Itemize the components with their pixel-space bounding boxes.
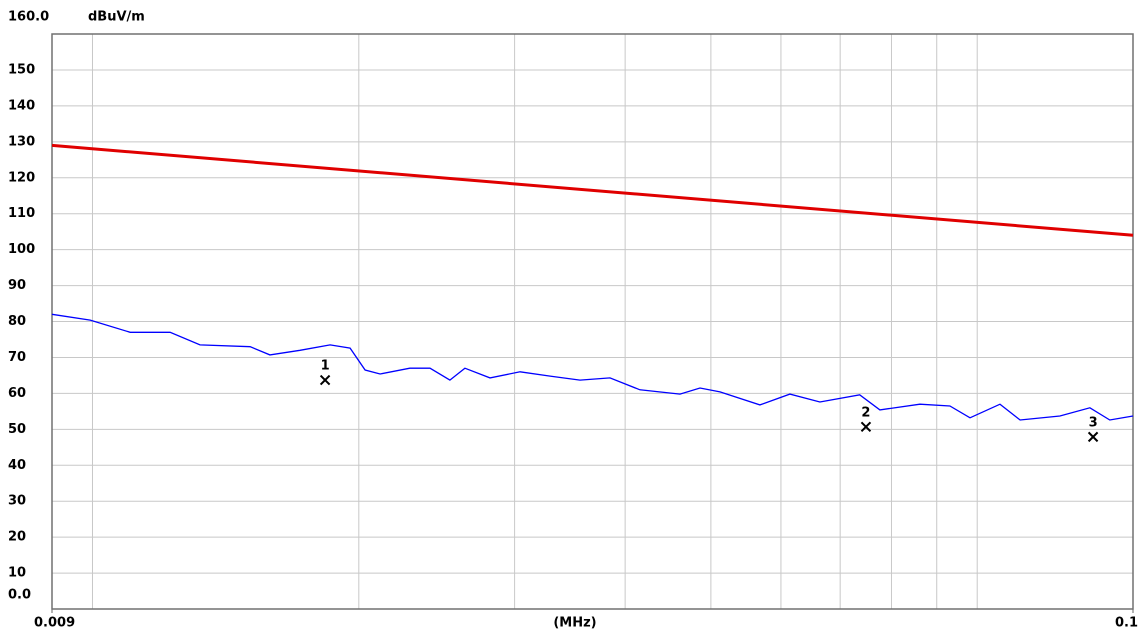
marker-label: 1: [321, 359, 330, 374]
marker: [1087, 431, 1099, 443]
y-tick-label: 10: [8, 566, 26, 581]
y-unit: dBuV/m: [88, 10, 145, 25]
x-axis-label: (MHz): [553, 616, 596, 631]
series-line: [51, 313, 1134, 421]
y-tick-label: 120: [8, 170, 35, 185]
y-tick-label: 50: [8, 422, 26, 437]
x-tick-label: 0.150: [1115, 616, 1139, 631]
y-tick-label: 100: [8, 242, 35, 257]
series-line: [51, 143, 1134, 237]
y-tick-label: 150: [8, 62, 35, 77]
y-tick-label: 160.0: [8, 10, 49, 25]
marker-label: 3: [1089, 415, 1098, 430]
y-tick-label: 70: [8, 350, 26, 365]
y-tick-label: 130: [8, 134, 35, 149]
y-tick-label: 60: [8, 386, 26, 401]
y-tick-label: 110: [8, 206, 35, 221]
marker-label: 2: [861, 405, 870, 420]
y-tick-label: 140: [8, 98, 35, 113]
plot-border: [51, 33, 1134, 610]
y-tick-label: 80: [8, 314, 26, 329]
y-tick-label: 40: [8, 458, 26, 473]
x-tick-label: 0.009: [34, 616, 75, 631]
marker: [860, 421, 872, 433]
marker: [319, 374, 331, 386]
y-tick-label: 20: [8, 530, 26, 545]
y-tick-label: 30: [8, 494, 26, 509]
y-tick-label: 90: [8, 278, 26, 293]
y-tick-label: 0.0: [8, 588, 31, 603]
